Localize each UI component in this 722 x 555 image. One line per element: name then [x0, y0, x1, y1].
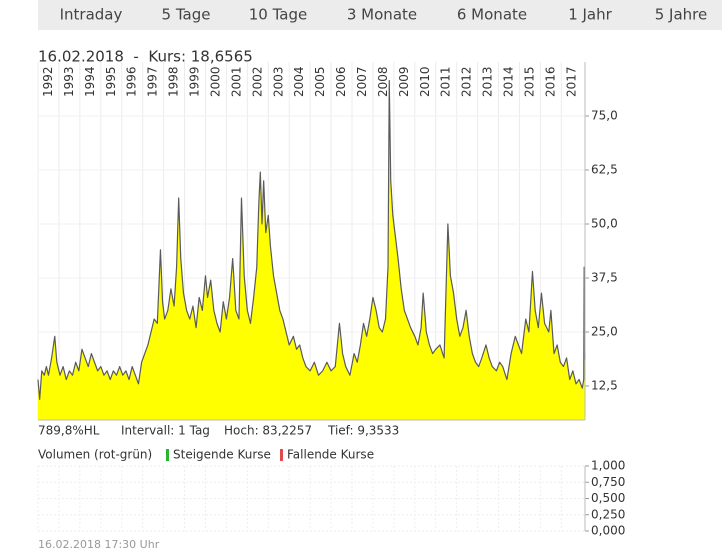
y-tick-label: 12,5 — [591, 379, 618, 393]
footer: 16.02.2018 17:30 Uhr — [38, 538, 160, 551]
x-tick-label: 1992 — [41, 66, 55, 97]
x-tick-label: 2000 — [208, 66, 222, 97]
y-tick-label: 0,500 — [591, 491, 625, 505]
x-tick-label: 2015 — [522, 66, 536, 97]
volume-title: Volumen (rot-grün) — [38, 448, 152, 462]
y-tick-label: 0,250 — [591, 507, 625, 521]
y-tick-label: 62,5 — [591, 162, 618, 176]
x-tick-label: 2003 — [271, 66, 285, 97]
tab[interactable]: 1 Jahr — [568, 6, 612, 24]
legend-label: Fallende Kurse — [287, 448, 374, 462]
stat: Intervall: 1 Tag — [121, 424, 210, 438]
y-tick-label: 75,0 — [591, 108, 618, 122]
tab[interactable]: 6 Monate — [457, 6, 527, 24]
y-tick-label: 25,0 — [591, 324, 618, 338]
x-tick-label: 2013 — [481, 66, 495, 97]
header: 16.02.2018 - Kurs: 18,6565 — [38, 48, 253, 66]
x-tick-label: 2012 — [460, 66, 474, 97]
y-tick-label: 37,5 — [591, 270, 618, 284]
x-tick-label: 2017 — [564, 66, 578, 97]
legend-label: Steigende Kurse — [173, 448, 271, 462]
x-tick-label: 2010 — [418, 66, 432, 97]
legend-swatch — [166, 449, 169, 461]
y-tick-label: 0,750 — [591, 475, 625, 489]
x-tick-label: 1993 — [62, 66, 76, 97]
x-tick-label: 1996 — [125, 66, 139, 97]
x-tick-label: 1999 — [188, 66, 202, 97]
y-tick-label: 1,000 — [591, 459, 625, 473]
x-tick-label: 2001 — [229, 66, 243, 97]
x-tick-label: 1997 — [146, 66, 160, 97]
area — [38, 80, 585, 420]
x-tick-label: 1998 — [167, 66, 181, 97]
x-tick-label: 2009 — [397, 66, 411, 97]
x-tick-label: 2008 — [376, 66, 390, 97]
x-tick-label: 2016 — [543, 66, 557, 97]
line — [37, 79, 586, 400]
y-tick-label: 0,000 — [591, 524, 625, 538]
y-tick-label: 50,0 — [591, 216, 618, 230]
tab[interactable]: 3 Monate — [347, 6, 417, 24]
tab[interactable]: 5 Jahre — [655, 6, 708, 24]
stat: Tief: 9,3533 — [327, 424, 399, 438]
x-tick-label: 2014 — [502, 66, 516, 97]
x-tick-label: 2007 — [355, 66, 369, 97]
x-tick-label: 2002 — [250, 66, 264, 97]
tab-bar — [38, 0, 722, 30]
stat: 789,8%HL — [38, 424, 100, 438]
x-tick-label: 1995 — [104, 66, 118, 97]
legend-swatch — [280, 449, 283, 461]
x-tick-label: 2005 — [313, 66, 327, 97]
x-tick-label: 2006 — [334, 66, 348, 97]
tab[interactable]: 5 Tage — [162, 6, 211, 24]
x-tick-label: 2011 — [439, 66, 453, 97]
tab[interactable]: 10 Tage — [249, 6, 307, 24]
x-tick-label: 2004 — [292, 66, 306, 97]
x-tick-label: 1994 — [83, 66, 97, 97]
stat: Hoch: 83,2257 — [224, 424, 312, 438]
tab[interactable]: Intraday — [60, 6, 123, 24]
